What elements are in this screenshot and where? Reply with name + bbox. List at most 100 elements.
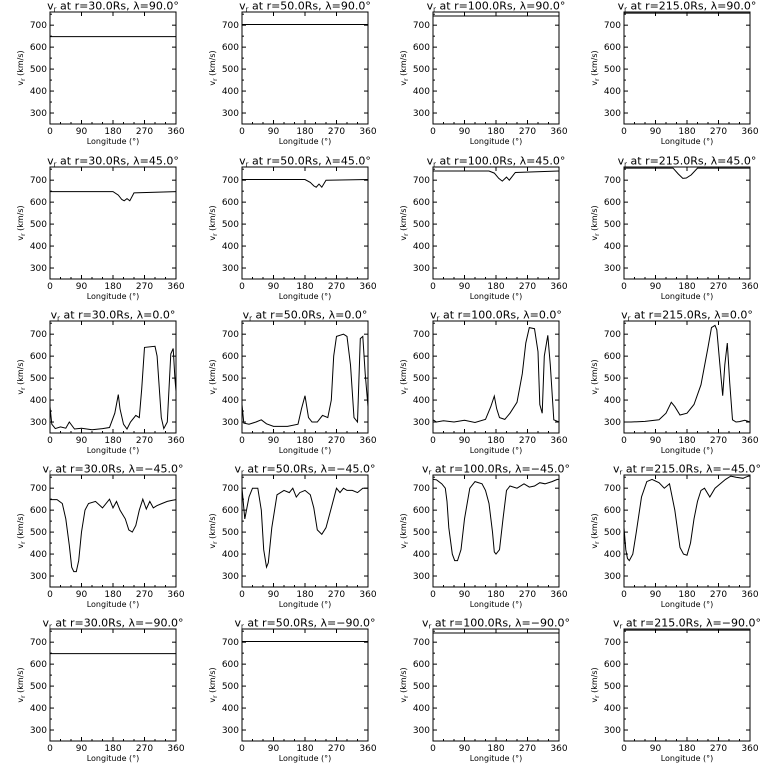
x-tick-label: 270: [519, 436, 536, 446]
y-axis-label: vr (km/s): [16, 359, 27, 394]
panel-r0-lat4: vr at r=30.0Rs, λ=−90.0° 0 90 180 270 360 300 4…: [16, 617, 185, 764]
y-tick-label: 700: [604, 21, 621, 31]
y-tick-label: 700: [413, 330, 430, 340]
y-axis-label: vr (km/s): [590, 205, 601, 240]
x-tick-label: 360: [550, 127, 567, 137]
x-tick-label: 90: [268, 436, 280, 446]
panel-title: vr at r=100.0Rs, λ=−45.0°: [422, 463, 570, 477]
y-tick-label: 400: [30, 396, 47, 406]
x-tick-label: 360: [550, 590, 567, 600]
y-tick-label: 300: [413, 572, 430, 582]
panel-title: vr at r=50.0Rs, λ=−90.0°: [235, 617, 376, 631]
x-tick-label: 90: [459, 744, 471, 754]
y-tick-label: 400: [222, 87, 239, 97]
x-tick-label: 180: [104, 590, 121, 600]
x-axis-label: Longitude (°): [661, 292, 714, 301]
panel-title: vr at r=100.0Rs, λ=−90.0°: [422, 617, 570, 631]
x-axis-label: Longitude (°): [470, 446, 523, 455]
x-tick-label: 90: [459, 127, 471, 137]
panel-r3-lat4: vr at r=215.0Rs, λ=−90.0° 0 90 180 270 360 300…: [590, 617, 761, 764]
x-tick-label: 270: [710, 127, 727, 137]
x-tick-label: 360: [167, 436, 184, 446]
y-tick-label: 600: [413, 43, 430, 53]
x-tick-label: 360: [359, 127, 376, 137]
y-tick-label: 300: [30, 572, 47, 582]
x-tick-label: 360: [550, 282, 567, 292]
panel-r2-lat0: vr at r=100.0Rs, λ=90.0° 0 90 180 270 360 300 4…: [399, 0, 568, 146]
plot-frame: [432, 166, 560, 280]
x-axis-label: Longitude (°): [470, 600, 523, 609]
x-tick-label: 0: [621, 436, 627, 446]
y-tick-label: 500: [604, 374, 621, 384]
y-tick-label: 700: [222, 176, 239, 186]
y-axis-label: vr (km/s): [399, 513, 410, 548]
panel-title: vr at r=50.0Rs, λ=90.0°: [239, 0, 371, 14]
x-tick-label: 360: [359, 436, 376, 446]
panel-r0-lat2: vr at r=30.0Rs, λ=0.0° 0 90 180 270 360 300 400…: [16, 309, 185, 456]
x-tick-label: 360: [741, 744, 758, 754]
x-tick-label: 0: [47, 744, 53, 754]
y-tick-label: 400: [604, 396, 621, 406]
y-tick-label: 300: [30, 264, 47, 274]
panel-title: vr at r=30.0Rs, λ=45.0°: [47, 155, 179, 169]
y-tick-label: 700: [222, 638, 239, 648]
x-tick-label: 360: [550, 744, 567, 754]
plot-frame: [623, 11, 751, 125]
y-tick-label: 600: [30, 506, 47, 516]
x-tick-label: 270: [710, 590, 727, 600]
y-tick-label: 300: [604, 264, 621, 274]
x-axis-label: Longitude (°): [87, 600, 140, 609]
y-tick-label: 600: [222, 198, 239, 208]
velocity-line: [50, 497, 177, 573]
y-tick-label: 600: [604, 198, 621, 208]
x-tick-label: 90: [459, 590, 471, 600]
y-tick-label: 400: [413, 704, 430, 714]
plot-frame: [623, 320, 751, 434]
plot-frame: [241, 628, 369, 742]
y-axis-label: vr (km/s): [399, 50, 410, 85]
plot-frame: [49, 474, 177, 588]
x-tick-label: 0: [430, 282, 436, 292]
x-tick-label: 180: [487, 127, 504, 137]
y-tick-label: 500: [604, 682, 621, 692]
x-tick-label: 90: [268, 127, 280, 137]
y-tick-label: 600: [222, 43, 239, 53]
y-tick-label: 500: [413, 682, 430, 692]
y-tick-label: 300: [222, 572, 239, 582]
y-tick-label: 500: [604, 220, 621, 230]
y-axis-label: vr (km/s): [16, 667, 27, 702]
plot-frame: [623, 166, 751, 280]
x-tick-label: 360: [167, 744, 184, 754]
x-tick-label: 360: [741, 127, 758, 137]
x-tick-label: 90: [650, 436, 662, 446]
x-tick-label: 90: [76, 590, 88, 600]
plot-frame: [241, 166, 369, 280]
y-tick-label: 700: [413, 21, 430, 31]
plot-frame: [49, 628, 177, 742]
panel-r2-lat3: vr at r=100.0Rs, λ=−45.0° 0 90 180 270 360 300…: [399, 463, 570, 610]
y-tick-label: 600: [222, 352, 239, 362]
y-tick-label: 300: [604, 418, 621, 428]
y-tick-label: 300: [30, 418, 47, 428]
x-tick-label: 270: [328, 590, 345, 600]
y-tick-label: 500: [604, 528, 621, 538]
panel-title: vr at r=30.0Rs, λ=−45.0°: [43, 463, 184, 477]
x-tick-label: 90: [650, 127, 662, 137]
x-tick-label: 180: [678, 744, 695, 754]
x-tick-label: 90: [268, 590, 280, 600]
x-axis-label: Longitude (°): [470, 137, 523, 146]
x-tick-label: 360: [167, 127, 184, 137]
panel-title: vr at r=215.0Rs, λ=−90.0°: [613, 617, 761, 631]
panel-r2-lat4: vr at r=100.0Rs, λ=−90.0° 0 90 180 270 360 300…: [399, 617, 570, 764]
x-tick-label: 180: [296, 127, 313, 137]
plot-frame: [623, 628, 751, 742]
x-tick-label: 0: [430, 436, 436, 446]
x-tick-label: 180: [487, 282, 504, 292]
x-tick-label: 180: [104, 436, 121, 446]
x-tick-label: 270: [710, 744, 727, 754]
plot-frame: [241, 11, 369, 125]
y-tick-label: 300: [413, 109, 430, 119]
y-axis-label: vr (km/s): [590, 50, 601, 85]
y-tick-label: 400: [413, 550, 430, 560]
x-tick-label: 180: [296, 744, 313, 754]
